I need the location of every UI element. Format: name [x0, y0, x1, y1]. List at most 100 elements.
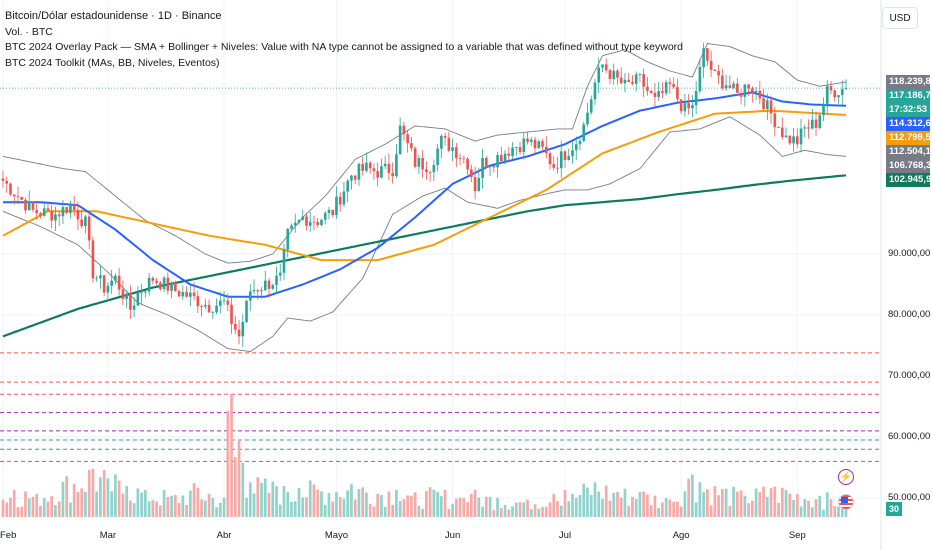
candle-body — [80, 219, 83, 227]
candle-body — [305, 216, 308, 226]
candle-body — [162, 277, 166, 290]
volume-bar — [589, 494, 593, 517]
candle-body — [31, 201, 35, 210]
volume-bar — [676, 501, 679, 517]
volume-bar — [421, 508, 424, 517]
candle-body — [541, 141, 544, 147]
candle-body — [563, 151, 567, 160]
volume-bar — [305, 497, 308, 517]
candle-body — [788, 135, 792, 144]
bb-basis-price-badge: 112.504,10 — [886, 144, 930, 159]
us-flag-icon[interactable] — [838, 494, 854, 510]
toolkit-indicator-legend[interactable]: BTC 2024 Toolkit (MAs, BB, Niveles, Even… — [5, 56, 220, 69]
volume-bar — [372, 506, 376, 517]
volume-bar — [773, 486, 777, 517]
sma100-line — [2, 109, 847, 262]
candle-body — [406, 134, 409, 144]
bollinger-bands — [2, 43, 847, 353]
candle-body — [544, 146, 548, 154]
candle-body — [578, 140, 582, 145]
volume-bar — [376, 493, 380, 517]
volume-bar — [563, 490, 567, 517]
volume-bar — [683, 491, 687, 517]
candle-body — [582, 124, 586, 141]
volume-bar — [735, 491, 739, 517]
candle-body — [177, 291, 181, 297]
candle-body — [818, 115, 822, 128]
candle-body — [432, 165, 436, 173]
candle-body — [365, 162, 368, 171]
candle-body — [76, 209, 80, 220]
volume-bar — [312, 484, 316, 517]
volume-bar — [301, 497, 305, 517]
symbol-title[interactable]: Bitcoin/Dólar estadounidense · 1D · Bina… — [5, 10, 222, 22]
volume-bar — [20, 506, 24, 517]
volume-bar — [417, 505, 421, 517]
price-tick-label: 70.000,00 — [888, 370, 931, 381]
volume-bar — [803, 499, 807, 517]
volume-bar — [114, 474, 117, 517]
volume-bar — [522, 502, 526, 517]
volume-bar — [634, 498, 638, 517]
candle-body — [552, 164, 556, 168]
volume-bar — [747, 503, 750, 517]
volume-bar — [151, 500, 155, 517]
candle-body — [24, 199, 27, 211]
volume-bar — [245, 497, 248, 517]
flash-icon[interactable]: ⚡ — [838, 469, 854, 485]
candle-body — [230, 304, 233, 324]
volume-bar — [308, 480, 312, 517]
candle-body — [271, 285, 275, 289]
volume-legend[interactable]: Vol. · BTC — [5, 25, 53, 38]
candle-body — [559, 151, 563, 169]
candle-body — [548, 153, 552, 165]
volume-bar — [799, 506, 803, 517]
volume-bar — [27, 498, 31, 517]
volume-bar — [110, 491, 114, 517]
candle-body — [810, 119, 814, 129]
volume-bar — [293, 501, 297, 517]
volume-bar — [320, 491, 323, 517]
volume-bar — [837, 506, 840, 517]
candle-body — [84, 216, 87, 227]
candle-body — [717, 71, 720, 76]
volume-bar — [484, 496, 488, 517]
overlay-indicator-legend[interactable]: BTC 2024 Overlay Pack — SMA + Bollinger … — [5, 41, 683, 53]
candle-body — [694, 91, 698, 106]
volume-bar — [323, 504, 327, 517]
volume-bar — [50, 496, 54, 517]
volume-bar — [91, 468, 95, 517]
candle-body — [357, 163, 361, 180]
candle-body — [301, 216, 305, 220]
candle-body — [664, 82, 668, 94]
bb-upper-line — [2, 43, 847, 264]
candle-body — [117, 275, 121, 290]
candle-body — [72, 204, 76, 210]
volume-bar — [473, 489, 477, 517]
volume-bar — [533, 504, 537, 517]
candle-body — [728, 85, 732, 88]
volume-bar — [181, 495, 185, 517]
sma200-line — [2, 174, 847, 338]
candle-body — [260, 290, 263, 292]
candle-body — [638, 74, 642, 75]
currency-button[interactable]: USD — [882, 7, 918, 29]
candle-body — [769, 100, 773, 114]
candle-body — [20, 196, 24, 200]
volume-bar — [106, 478, 110, 517]
volume-bar — [732, 486, 735, 517]
candle-body — [39, 213, 42, 216]
candle-body — [185, 292, 188, 297]
candle-body — [837, 95, 840, 98]
volume-bar — [84, 491, 87, 517]
candle-body — [589, 99, 593, 113]
price-tick-label: 90.000,00 — [888, 248, 931, 259]
volume-bar — [147, 501, 151, 517]
volume-bar — [353, 499, 357, 517]
volume-bar — [792, 500, 795, 517]
volume-bar — [443, 489, 447, 517]
candle-body — [447, 137, 451, 151]
volume-bar — [481, 506, 484, 517]
candle-body — [323, 212, 327, 220]
